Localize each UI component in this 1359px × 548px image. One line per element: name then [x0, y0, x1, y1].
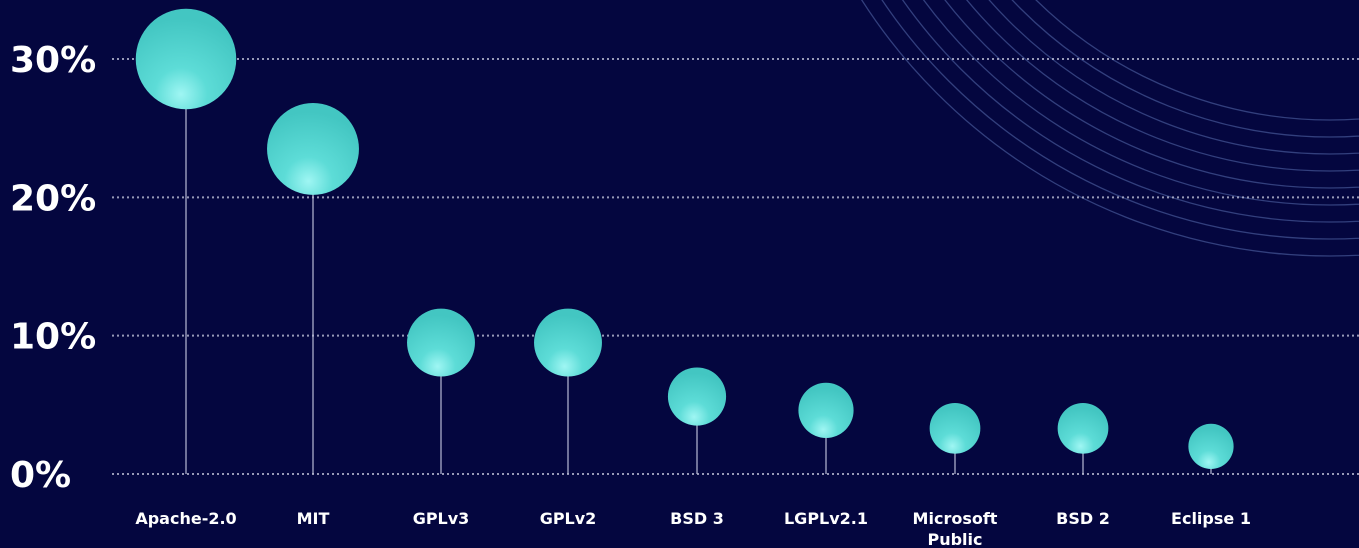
bubble-4: [667, 367, 727, 426]
y-tick-label: 20%: [10, 178, 96, 219]
decorative-arc: [861, 0, 1359, 257]
bubble-3: [534, 308, 602, 377]
bubble-7: [1057, 402, 1109, 454]
decorative-arc: [1035, 0, 1359, 121]
bubble-8: [1188, 423, 1234, 469]
y-tick-label: 30%: [10, 40, 96, 81]
data-marks: [135, 8, 1234, 474]
y-axis: 0% 10% 20% 30%: [10, 40, 96, 496]
decorative-arc: [988, 0, 1359, 155]
bubble-0: [135, 8, 237, 110]
decorative-arc: [923, 0, 1359, 206]
x-tick-label: LGPLv2.1: [784, 509, 868, 528]
decorative-arc: [966, 0, 1359, 172]
x-axis: Apache-2.0 MIT GPLv3 GPLv2 BSD 3 LGPLv2.1 Micr…: [135, 509, 1251, 548]
x-tick-label: BSD 3: [670, 509, 724, 528]
bubble-6: [929, 402, 981, 454]
decorative-arc: [944, 0, 1359, 189]
y-tick-label: 0%: [10, 455, 71, 496]
bubble-2: [407, 308, 475, 377]
decorative-arc: [1011, 0, 1359, 138]
decorative-arc: [881, 0, 1359, 240]
decorative-arc: [902, 0, 1359, 223]
x-tick-label: GPLv3: [413, 509, 470, 528]
bubble-5: [798, 382, 854, 438]
x-tick-label: Apache-2.0: [135, 509, 236, 528]
y-tick-label: 10%: [10, 317, 96, 358]
x-tick-label: BSD 2: [1056, 509, 1110, 528]
x-tick-label: MIT: [297, 509, 330, 528]
x-tick-label: Microsoft Public: [913, 509, 998, 548]
x-tick-label: GPLv2: [540, 509, 597, 528]
decorative-arcs: [861, 0, 1359, 257]
x-tick-label: Eclipse 1: [1171, 509, 1251, 528]
bubble-1: [267, 102, 359, 195]
